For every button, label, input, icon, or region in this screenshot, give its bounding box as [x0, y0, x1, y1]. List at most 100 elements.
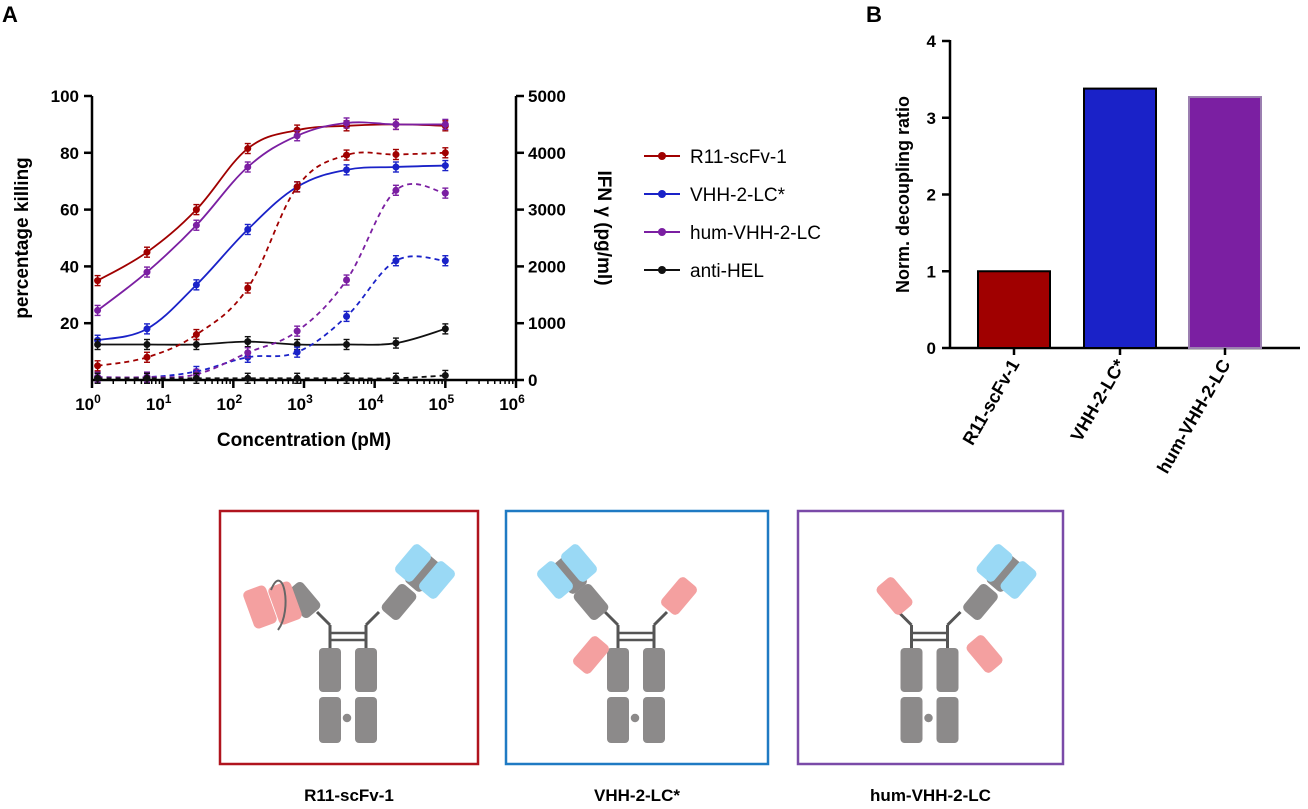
x-tick-label: 100 [75, 392, 101, 414]
schematic-frame [796, 509, 1065, 766]
x-tick-label: 101 [146, 392, 172, 414]
knob [922, 712, 935, 724]
antibody-schematics: R11-scFv-1 VHH-2-LC* hum-VHH-2-LC [218, 509, 1065, 805]
domain [966, 635, 1003, 673]
domain [900, 697, 923, 743]
y-tick-label: 4 [927, 32, 937, 51]
legend-marker [658, 228, 666, 236]
x-tick-label: VHH-2-LC* [1067, 356, 1130, 445]
series-line [97, 183, 446, 379]
schematic-3 [796, 509, 1065, 766]
bar [1188, 96, 1262, 349]
series-line [97, 164, 446, 342]
y-tick-label-right: 0 [528, 371, 537, 390]
knob [629, 712, 641, 724]
domain [986, 554, 1023, 592]
y-tick-label-left: 100 [51, 87, 79, 106]
domain [551, 556, 587, 594]
y-tick-label-right: 4000 [528, 144, 566, 163]
y-tick-label: 2 [927, 186, 936, 205]
domain [381, 583, 417, 621]
legend-marker [658, 190, 666, 198]
y-tick-label-right: 2000 [528, 257, 566, 276]
legend-marker [658, 152, 666, 160]
y-axis-label: Norm. decoupling ratio [893, 96, 913, 293]
hinge [946, 610, 962, 627]
x-tick-label: R11-scFv-1 [959, 356, 1024, 448]
y-axis-label-right: IFN γ (pg/ml) [593, 170, 614, 285]
hinge [364, 610, 381, 627]
schematic-label: VHH-2-LC* [594, 786, 680, 805]
domain [285, 581, 321, 619]
y-tick-label: 3 [927, 109, 936, 128]
series-line [97, 328, 446, 346]
y-tick-label-left: 80 [60, 144, 79, 163]
domain [419, 561, 455, 599]
schematic-2 [504, 509, 770, 766]
knob [341, 712, 353, 724]
y-tick-label: 1 [927, 262, 936, 281]
hinge [315, 610, 332, 627]
schematic-frame [504, 509, 770, 766]
linker [270, 579, 287, 631]
legend-label: anti-HEL [690, 261, 764, 282]
domain [900, 648, 923, 692]
bar [1083, 87, 1157, 350]
x-axis-label: Concentration (pM) [217, 430, 391, 451]
chart-b: 0 1 2 3 4 Norm. decoupling ratio R11-scFv-1 VHH… [893, 32, 1300, 477]
domain [976, 544, 1013, 582]
y-tick-label-right: 3000 [528, 201, 566, 220]
domain [395, 544, 431, 582]
y-tick-label-left: 60 [60, 201, 79, 220]
domain [243, 585, 277, 629]
legend-label: R11-scFv-1 [690, 147, 787, 168]
domain [319, 697, 341, 743]
x-tick-label: 106 [499, 392, 525, 414]
legend-marker [658, 266, 666, 274]
legend-label: VHH-2-LC* [690, 185, 786, 206]
legend-label: hum-VHH-2-LC [690, 223, 821, 244]
domain [355, 697, 377, 743]
bar [977, 270, 1051, 349]
domain [537, 561, 573, 599]
series-line [97, 151, 446, 367]
series-line [97, 121, 446, 312]
domain [319, 648, 341, 692]
domain [607, 697, 629, 743]
domain [936, 697, 959, 743]
x-tick-label: 104 [358, 392, 384, 414]
schematic-1 [218, 509, 480, 766]
domain [607, 648, 629, 692]
hinge [652, 610, 669, 627]
y-tick-label-right: 1000 [528, 314, 566, 333]
series-line [97, 374, 446, 380]
domain [661, 577, 697, 615]
x-tick-label: hum-VHH-2-LC [1153, 356, 1234, 477]
domain [876, 577, 913, 615]
schematic-frame [218, 509, 480, 766]
domain [963, 583, 998, 621]
x-tick-label: 102 [217, 392, 243, 414]
y-tick-label-right: 5000 [528, 87, 566, 106]
x-tick-label: 105 [429, 392, 455, 414]
hinge [603, 610, 620, 627]
domain [573, 636, 609, 674]
y-tick-label-left: 20 [60, 314, 79, 333]
y-tick-label-left: 40 [60, 257, 79, 276]
domain [936, 648, 959, 692]
panel-label-a: A [2, 2, 18, 27]
domain [1000, 561, 1037, 599]
domain [643, 648, 665, 692]
y-axis-label-left: percentage killing [12, 157, 33, 319]
schematic-label: hum-VHH-2-LC [870, 786, 991, 805]
y-tick-label: 0 [927, 339, 936, 358]
domain [643, 697, 665, 743]
schematic-label: R11-scFv-1 [304, 786, 394, 805]
x-tick-label: 103 [287, 392, 313, 414]
domain [355, 648, 377, 692]
domain [405, 554, 441, 592]
domain [573, 583, 609, 621]
panel-label-b: B [866, 2, 882, 27]
